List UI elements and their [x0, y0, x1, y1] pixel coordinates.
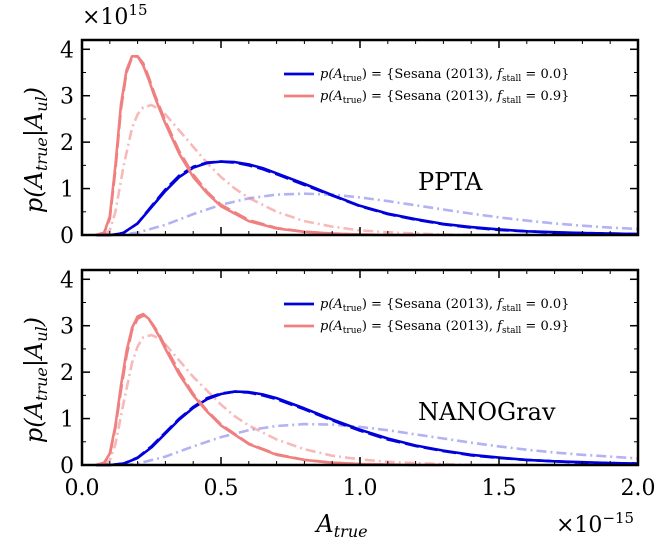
series-line-blue-dashed [95, 390, 639, 467]
legend-text: p(Atrue) = {Sesana (2013), fstall = 0.9} [320, 319, 569, 336]
panel-nanograv: 0 1 2 3 4 0.0 0.5 1.0 1.5 2.0 p(Atrue) = {Sesana (… [60, 268, 656, 501]
y-tick-label: 4 [60, 268, 74, 293]
legend: p(Atrue) = {Sesana (2013), fstall = 0.0}… [284, 67, 569, 106]
y-tick-label: 0 [60, 454, 74, 479]
series-line-red-dashdot [103, 333, 472, 467]
legend: p(Atrue) = {Sesana (2013), fstall = 0.0}… [284, 297, 569, 336]
series-line-blue-dashed [95, 160, 639, 237]
x-axis-label: Atrue [314, 510, 367, 541]
legend-text: p(Atrue) = {Sesana (2013), fstall = 0.9} [320, 89, 569, 106]
panel-label: PPTA [418, 168, 483, 196]
y-axis-label-top: p(Atrue|Aul) [20, 87, 51, 213]
y-tick-label: 4 [60, 38, 74, 63]
svg-text:p(Atrue|Aul): p(Atrue|Aul) [20, 317, 51, 443]
x-multiplier-label: ×10−15 [556, 509, 634, 538]
x-tick-label: 1.5 [482, 476, 517, 501]
legend-text: p(Atrue) = {Sesana (2013), fstall = 0.0} [320, 67, 569, 84]
y-tick-label: 3 [60, 315, 74, 340]
x-tick-label: 0.5 [204, 476, 239, 501]
x-tick-label: 1.0 [343, 476, 378, 501]
series-line-red-dashed [95, 54, 416, 237]
series-line-blue-dashdot [123, 422, 639, 467]
y-tick-label: 1 [60, 408, 74, 433]
x-tick-label: 2.0 [621, 476, 656, 501]
panel-ppta: 0 1 2 3 4 p(Atrue) = {Sesana (2013), fstall =… [60, 38, 640, 249]
y-tick-label: 2 [60, 361, 74, 386]
y-tick-label: 1 [60, 178, 74, 203]
y-tick-label: 2 [60, 131, 74, 156]
y-axis-label-bottom: p(Atrue|Aul) [20, 317, 51, 443]
series-line-blue-dashdot [109, 192, 639, 237]
svg-text:p(Atrue|Aul): p(Atrue|Aul) [20, 87, 51, 213]
series-line-red-dashdot [103, 103, 472, 237]
legend-text: p(Atrue) = {Sesana (2013), fstall = 0.0} [320, 297, 569, 314]
y-tick-label: 0 [60, 224, 74, 249]
panel-label: NANOGrav [418, 398, 556, 426]
y-multiplier-label: ×1015 [82, 1, 148, 30]
series-line-red-dashed [95, 314, 444, 467]
x-tick-label: 0.0 [65, 476, 100, 501]
y-tick-label: 3 [60, 85, 74, 110]
